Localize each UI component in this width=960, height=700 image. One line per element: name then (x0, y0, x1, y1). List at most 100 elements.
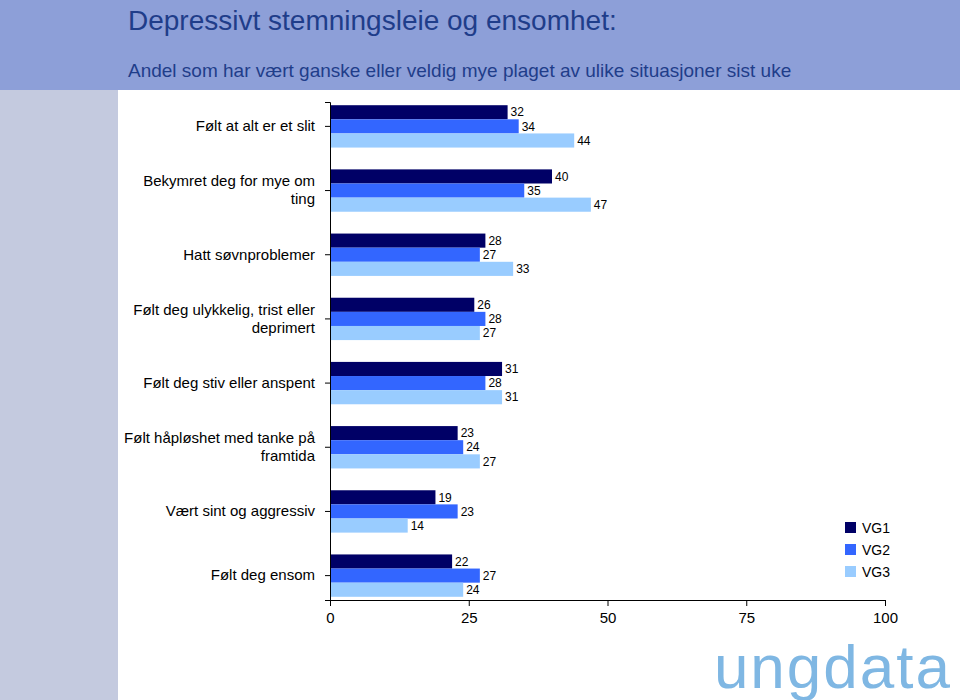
y-tick-label: Følt håpløshet med tanke påframtida (124, 429, 316, 464)
y-tick-mark (325, 190, 330, 191)
legend: VG1 VG2 VG3 (845, 520, 890, 580)
data-label: 40 (555, 170, 569, 184)
data-label: 31 (505, 390, 519, 404)
y-tick: Følt deg ulykkelig, trist ellerdeprimert (133, 301, 330, 336)
legend-swatch (845, 522, 856, 533)
legend-item: VG2 (845, 542, 890, 558)
y-tick-label: Følt deg ulykkelig, trist ellerdeprimert (133, 301, 316, 336)
data-label: 24 (466, 440, 480, 454)
data-label: 34 (522, 120, 536, 134)
bar (330, 298, 474, 312)
bar (330, 198, 591, 212)
x-tick-label: 50 (600, 609, 617, 626)
x-axis-line (331, 601, 886, 607)
y-tick: Bekymret deg for mye omting (143, 172, 330, 207)
y-tick-label-line: Bekymret deg for mye om (143, 172, 315, 189)
logo-text: ungdata (714, 632, 952, 700)
subtitle: Andel som har vært ganske eller veldig m… (128, 60, 791, 81)
bar (330, 518, 408, 532)
y-tick: Hatt søvnproblemer (183, 246, 330, 263)
legend-label: VG3 (862, 564, 890, 580)
y-tick-mark (325, 126, 330, 127)
bar (330, 169, 552, 183)
data-label: 28 (488, 234, 502, 248)
x-tick-label: 0 (326, 609, 334, 626)
data-label: 47 (594, 198, 608, 212)
x-tick-mark (885, 600, 886, 606)
data-label: 19 (438, 491, 452, 505)
data-label: 24 (466, 583, 480, 597)
y-tick-label-line: framtida (261, 447, 316, 464)
legend-label: VG1 (862, 520, 890, 536)
bar (330, 262, 513, 276)
x-tick: 100 (873, 600, 898, 626)
x-axis: 0 25 50 75 100 (326, 600, 898, 626)
data-label: 31 (505, 362, 519, 376)
legend-item: VG3 (845, 564, 890, 580)
title: Depressivt stemningsleie og ensomhet: (128, 5, 617, 36)
y-tick-mark (325, 383, 330, 384)
y-tick-label-line: Følt deg ensom (211, 566, 315, 583)
x-tick-mark (608, 600, 609, 606)
x-tick: 25 (461, 600, 478, 626)
data-label: 32 (511, 105, 525, 119)
background (0, 0, 960, 700)
legend-label: VG2 (862, 542, 890, 558)
y-tick-label: Bekymret deg for mye omting (143, 172, 315, 207)
bar (330, 504, 458, 518)
legend-swatch (845, 544, 856, 555)
y-tick-label-line: Følt håpløshet med tanke på (124, 429, 316, 446)
side-strip (0, 90, 118, 700)
bar (330, 248, 480, 262)
y-tick-label: Hatt søvnproblemer (183, 246, 315, 263)
data-label: 22 (455, 555, 469, 569)
x-tick-mark (469, 600, 470, 606)
data-label: 27 (483, 569, 497, 583)
y-axis-line (325, 103, 331, 601)
data-label: 33 (516, 262, 530, 276)
x-tick: 50 (600, 600, 617, 626)
bars (330, 105, 591, 597)
bar (330, 426, 458, 440)
y-tick-mark (325, 318, 330, 319)
data-label: 28 (488, 312, 502, 326)
x-tick-mark (746, 600, 747, 606)
data-label: 23 (461, 505, 475, 519)
data-label: 44 (577, 134, 591, 148)
y-tick-label-line: deprimert (252, 319, 316, 336)
y-tick-label-line: Følt deg stiv eller anspent (143, 374, 316, 391)
y-tick-label: Følt deg stiv eller anspent (143, 374, 316, 391)
bar (330, 119, 519, 133)
y-tick-label-line: Følt at alt er et slit (196, 117, 316, 134)
bar (330, 376, 485, 390)
y-tick: Følt at alt er et slit (196, 117, 330, 134)
legend-item: VG1 (845, 520, 890, 536)
bar (330, 133, 574, 147)
y-tick-label: Følt at alt er et slit (196, 117, 316, 134)
y-tick: Følt håpløshet med tanke påframtida (124, 429, 330, 464)
y-tick-mark (325, 575, 330, 576)
plot: 3240282631231922343527282824232744473327… (124, 103, 898, 626)
data-label: 26 (477, 298, 491, 312)
y-tick: Vært sint og aggressiv (166, 502, 330, 519)
bar (330, 234, 485, 248)
y-tick-mark (325, 511, 330, 512)
bar (330, 454, 480, 468)
y-tick-label-line: Hatt søvnproblemer (183, 246, 315, 263)
y-tick-label: Følt deg ensom (211, 566, 315, 583)
bar (330, 490, 435, 504)
y-tick-label-line: Følt deg ulykkelig, trist eller (133, 301, 315, 318)
bar (330, 554, 452, 568)
x-tick: 0 (326, 600, 334, 626)
bar (330, 312, 485, 326)
bar (330, 362, 502, 376)
x-tick-label: 75 (738, 609, 755, 626)
y-tick-mark (325, 447, 330, 448)
x-tick: 75 (738, 600, 755, 626)
header-band (0, 0, 960, 90)
data-label: 23 (461, 426, 475, 440)
data-labels: 3240282631231922343527282824232744473327… (411, 105, 608, 596)
bar (330, 326, 480, 340)
bar (330, 569, 480, 583)
bar (330, 440, 463, 454)
